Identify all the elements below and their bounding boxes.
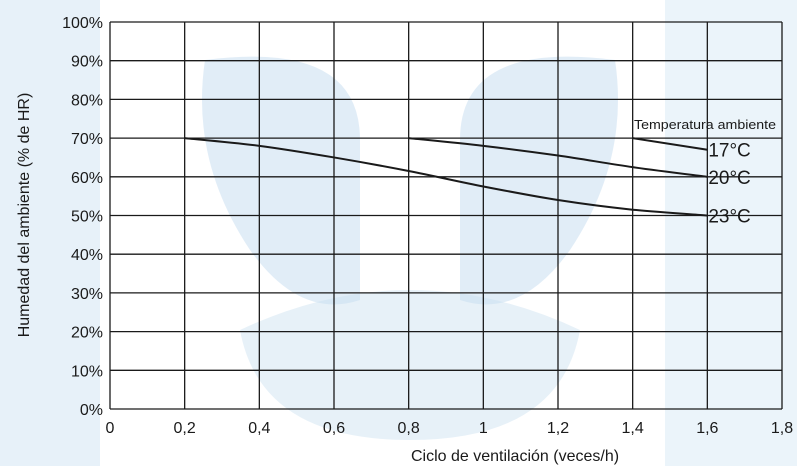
y-tick-label: 50%	[71, 209, 103, 226]
y-tick-label: 70%	[71, 131, 103, 148]
series-label: 20°C	[708, 168, 750, 189]
grid	[109, 21, 783, 410]
x-tick-label: 1,4	[622, 420, 644, 437]
watermark-leaf	[202, 56, 360, 305]
y-tick-labels: 0% 10% 20% 30% 40% 50% 60% 70% 80% 90% 100%	[62, 15, 103, 419]
x-axis-title: Ciclo de ventilación (veces/h)	[411, 448, 619, 465]
watermark-band	[665, 0, 797, 466]
x-tick-label: 0,8	[398, 420, 420, 437]
y-tick-label: 0%	[80, 402, 103, 419]
y-tick-label: 40%	[71, 247, 103, 264]
watermark-leaf	[460, 56, 618, 305]
x-tick-label: 1,8	[771, 420, 793, 437]
series-line	[408, 137, 708, 178]
series-line	[184, 137, 708, 217]
x-tick-label: 0	[106, 420, 115, 437]
x-tick-label: 1,6	[696, 420, 718, 437]
series-labels: 17°C 20°C 23°C	[708, 141, 750, 228]
y-tick-label: 60%	[71, 170, 103, 187]
series-group	[184, 137, 708, 217]
y-tick-label: 100%	[62, 15, 103, 32]
watermark-band	[0, 0, 100, 466]
watermark-leaf	[240, 290, 580, 440]
x-tick-label: 1	[479, 420, 488, 437]
y-tick-label: 80%	[71, 92, 103, 109]
y-tick-label: 10%	[71, 363, 103, 380]
x-tick-labels: 0 0,2 0,4 0,6 0,8 1 1,2 1,4 1,6 1,8	[106, 420, 794, 437]
series-label: 17°C	[708, 141, 750, 162]
y-axis-title: Humedad del ambiente (% de HR)	[16, 93, 33, 338]
x-tick-label: 0,2	[174, 420, 196, 437]
x-tick-label: 0,4	[248, 420, 270, 437]
y-tick-label: 20%	[71, 325, 103, 342]
legend-title: Temperatura ambiente	[634, 117, 776, 132]
series-label: 23°C	[708, 207, 750, 228]
x-tick-label: 0,6	[323, 420, 345, 437]
y-tick-label: 30%	[71, 286, 103, 303]
y-tick-label: 90%	[71, 54, 103, 71]
series-line	[632, 137, 708, 151]
x-tick-label: 1,2	[547, 420, 569, 437]
